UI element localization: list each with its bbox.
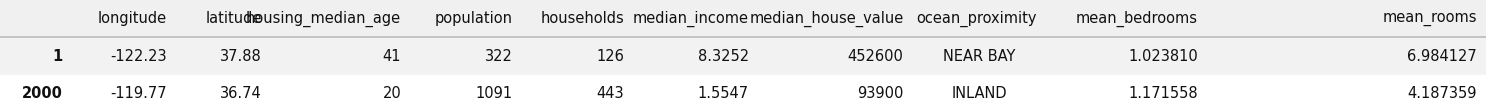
Text: 1091: 1091	[476, 86, 513, 101]
Text: 1.5547: 1.5547	[698, 86, 749, 101]
Text: 37.88: 37.88	[220, 48, 262, 64]
Text: households: households	[541, 11, 624, 26]
Text: 322: 322	[484, 48, 513, 64]
Text: 20: 20	[382, 86, 401, 101]
Text: INLAND: INLAND	[951, 86, 1008, 101]
Text: -122.23: -122.23	[110, 48, 166, 64]
Text: 443: 443	[596, 86, 624, 101]
Text: population: population	[435, 11, 513, 26]
Text: 1: 1	[52, 48, 62, 64]
Text: 4.187359: 4.187359	[1407, 86, 1477, 101]
Text: 8.3252: 8.3252	[698, 48, 749, 64]
Text: mean_bedrooms: mean_bedrooms	[1076, 11, 1198, 27]
Text: 452600: 452600	[847, 48, 903, 64]
Text: 36.74: 36.74	[220, 86, 262, 101]
Text: 6.984127: 6.984127	[1407, 48, 1477, 64]
Text: mean_rooms: mean_rooms	[1382, 11, 1477, 26]
Bar	[0, 37, 1486, 75]
Bar	[0, 0, 1486, 37]
Text: housing_median_age: housing_median_age	[247, 11, 401, 27]
Text: 1.171558: 1.171558	[1128, 86, 1198, 101]
Text: 2000: 2000	[21, 86, 62, 101]
Text: median_income: median_income	[633, 11, 749, 27]
Text: 93900: 93900	[857, 86, 903, 101]
Text: ocean_proximity: ocean_proximity	[917, 11, 1037, 27]
Text: 1.023810: 1.023810	[1128, 48, 1198, 64]
Text: NEAR BAY: NEAR BAY	[944, 48, 1015, 64]
Text: median_house_value: median_house_value	[749, 11, 903, 27]
Bar	[0, 75, 1486, 112]
Text: latitude: latitude	[205, 11, 262, 26]
Text: longitude: longitude	[97, 11, 166, 26]
Text: 126: 126	[596, 48, 624, 64]
Text: 41: 41	[383, 48, 401, 64]
Text: -119.77: -119.77	[110, 86, 166, 101]
